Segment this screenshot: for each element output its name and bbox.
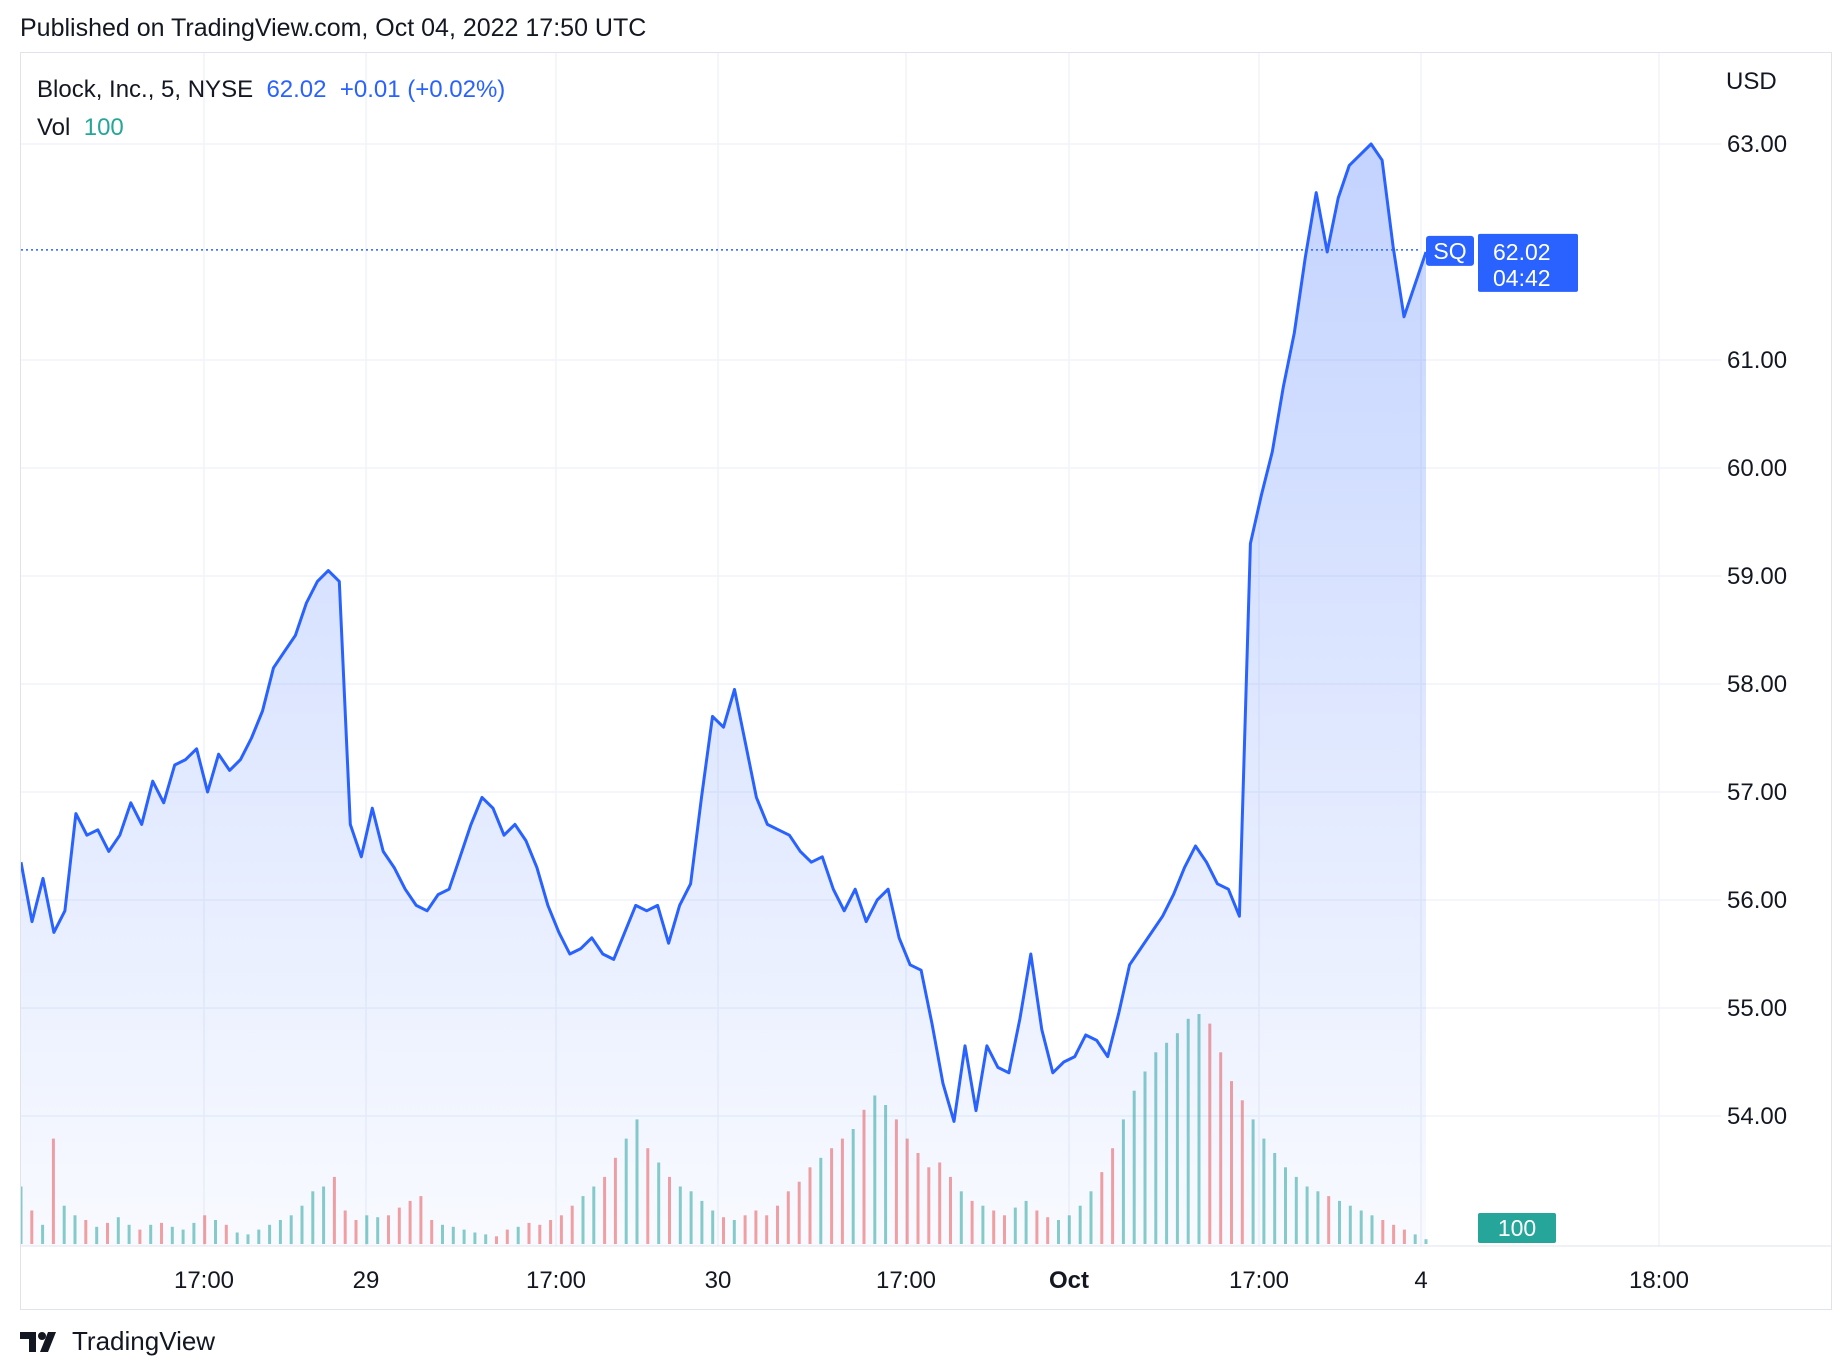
price-chart[interactable]: USD 63.00 61.00 60.00 59.00 58.00 57.00 56.00 5…	[21, 53, 1832, 1310]
x-tick-label: Oct	[1049, 1267, 1089, 1294]
price-area-fill	[21, 144, 1426, 1246]
x-tick-label: 17:00	[526, 1267, 586, 1294]
published-caption: Published on TradingView.com, Oct 04, 20…	[20, 14, 647, 42]
volume-tag	[1478, 1213, 1556, 1243]
x-tick-label: 17:00	[876, 1267, 936, 1294]
legend-vol-value: 100	[83, 114, 124, 141]
x-tick-label: 30	[705, 1267, 732, 1294]
countdown-tag-value: 04:42	[1493, 265, 1551, 291]
price-area	[21, 142, 1428, 1246]
volume-tag-value: 100	[1498, 1215, 1536, 1241]
y-tick-label: 59.00	[1727, 563, 1787, 590]
symbol-tag	[1426, 235, 1474, 266]
legend-vol-label: Vol	[37, 114, 71, 141]
legend-price: 62.02	[266, 76, 327, 103]
footer: TradingView	[20, 1326, 215, 1357]
x-tick-label: 17:00	[1229, 1267, 1289, 1294]
y-tick-label: 56.00	[1727, 887, 1787, 914]
x-tick-label: 4	[1414, 1267, 1427, 1294]
last-price-tag-value: 62.02	[1493, 239, 1551, 265]
legend-symbol: Block, Inc., 5, NYSE	[37, 76, 254, 103]
tradingview-brand: TradingView	[72, 1326, 216, 1356]
tradingview-logo-icon	[20, 1331, 56, 1352]
price-axis-unit: USD	[1726, 68, 1777, 95]
y-tick-label: 55.00	[1727, 995, 1787, 1022]
y-tick-label: 60.00	[1727, 455, 1787, 482]
x-tick-label: 17:00	[174, 1267, 234, 1294]
y-tick-label: 54.00	[1727, 1103, 1787, 1130]
y-tick-label: 58.00	[1727, 671, 1787, 698]
legend-volume-row: Vol 100	[37, 109, 505, 147]
price-axis[interactable]: USD 63.00 61.00 60.00 59.00 58.00 57.00 56.00 5…	[1726, 68, 1787, 1130]
x-tick-label: 18:00	[1629, 1267, 1689, 1294]
last-price-tag	[1478, 233, 1578, 292]
y-tick-label: 63.00	[1727, 131, 1787, 158]
time-axis[interactable]: 17:00 29 17:00 30 17:00 Oct 17:00 4 18:00	[174, 1267, 1689, 1294]
legend-change: +0.01 (+0.02%)	[339, 76, 506, 103]
price-line	[21, 142, 1428, 1123]
y-tick-label: 61.00	[1727, 347, 1787, 374]
legend-symbol-row: Block, Inc., 5, NYSE 62.02 +0.01 (+0.02%…	[37, 71, 505, 109]
chart-legend: Block, Inc., 5, NYSE 62.02 +0.01 (+0.02%…	[37, 71, 505, 147]
y-tick-label: 57.00	[1727, 779, 1787, 806]
x-tick-label: 29	[353, 1267, 380, 1294]
symbol-tag-text: SQ	[1433, 238, 1466, 264]
chart-frame[interactable]: USD 63.00 61.00 60.00 59.00 58.00 57.00 56.00 5…	[20, 52, 1832, 1310]
